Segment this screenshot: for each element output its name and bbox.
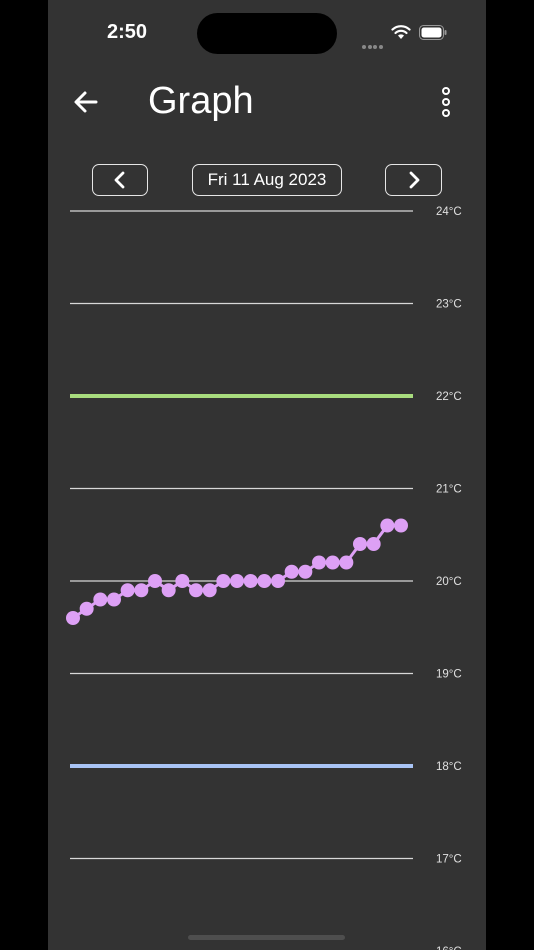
date-selector[interactable]: Fri 11 Aug 2023 — [192, 164, 342, 196]
y-tick-label: 19°C — [436, 669, 462, 681]
temperature-data-point[interactable] — [202, 583, 217, 598]
temperature-data-point[interactable] — [93, 592, 108, 607]
previous-day-button[interactable] — [92, 164, 148, 196]
temperature-data-point[interactable] — [216, 574, 231, 588]
y-tick-label: 24°C — [436, 206, 462, 218]
temperature-data-point[interactable] — [120, 583, 135, 598]
y-tick-label: 18°C — [436, 761, 462, 773]
y-tick-label: 16°C — [436, 946, 462, 950]
cellular-signal-icon — [362, 36, 384, 49]
y-tick-label: 22°C — [436, 391, 462, 403]
y-tick-label: 20°C — [436, 576, 462, 588]
chevron-right-icon — [409, 171, 419, 189]
back-arrow-icon[interactable] — [70, 86, 102, 118]
temperature-data-point[interactable] — [298, 564, 313, 579]
temperature-data-point[interactable] — [107, 592, 121, 607]
temperature-data-point[interactable] — [148, 574, 162, 588]
temperature-data-point[interactable] — [366, 537, 381, 551]
app-screen: 2:50 Graph Fri 11 Aug 2023 16°C17°C18 — [48, 0, 486, 950]
next-day-button[interactable] — [385, 164, 442, 196]
temperature-data-point[interactable] — [312, 555, 326, 570]
y-tick-label: 21°C — [436, 484, 462, 496]
page-title: Graph — [148, 80, 254, 122]
temperature-data-point[interactable] — [394, 518, 408, 533]
temperature-data-point[interactable] — [325, 555, 340, 570]
status-time: 2:50 — [107, 21, 148, 43]
battery-icon — [419, 25, 447, 40]
temperature-data-point[interactable] — [257, 574, 272, 588]
temperature-data-point[interactable] — [134, 583, 149, 598]
temperature-data-point[interactable] — [243, 574, 258, 588]
temperature-data-point[interactable] — [161, 583, 176, 598]
temperature-data-point[interactable] — [284, 564, 299, 579]
y-tick-label: 23°C — [436, 299, 462, 311]
temperature-chart[interactable]: 16°C 17°C 18°C 19°C 20°C 21°C 22°C 23°C 24°C — [48, 205, 486, 950]
temperature-data-point[interactable] — [175, 574, 190, 588]
chevron-left-icon — [114, 171, 125, 189]
temperature-data-point[interactable] — [353, 537, 367, 551]
dynamic-island — [197, 13, 337, 54]
home-indicator — [188, 935, 345, 940]
temperature-data-point[interactable] — [230, 574, 244, 588]
date-label: Fri 11 Aug 2023 — [207, 170, 327, 189]
temperature-data-point[interactable] — [339, 555, 354, 570]
temperature-data-point[interactable] — [79, 601, 94, 616]
temperature-data-point[interactable] — [271, 574, 285, 588]
y-tick-label: 17°C — [436, 854, 462, 866]
temperature-data-point[interactable] — [189, 583, 203, 598]
temperature-data-point[interactable] — [380, 518, 395, 533]
temperature-data-point[interactable] — [66, 611, 80, 625]
more-options-icon[interactable] — [432, 84, 460, 120]
wifi-icon — [391, 25, 411, 39]
temperature-series-line — [72, 524, 401, 620]
